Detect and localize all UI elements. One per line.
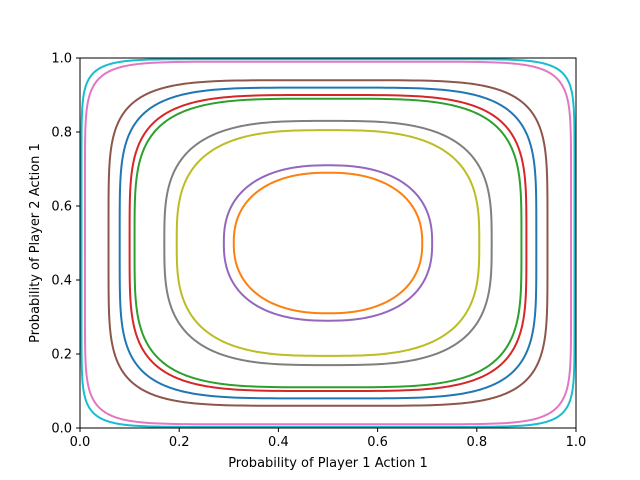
contour-lines bbox=[80, 58, 576, 428]
x-tick-label: 0.8 bbox=[466, 435, 487, 450]
y-tick-label: 0.8 bbox=[51, 126, 72, 141]
y-axis-label: Probability of Player 2 Action 1 bbox=[28, 143, 43, 343]
contour-line-9 bbox=[83, 60, 573, 426]
x-axis-label: Probability of Player 1 Action 1 bbox=[228, 456, 428, 471]
contour-line-4 bbox=[163, 119, 493, 367]
y-tick-label: 0.2 bbox=[51, 348, 72, 363]
plot-frame bbox=[79, 57, 577, 429]
x-axis-ticks: 0.0 0.2 0.4 0.6 0.8 1.0 bbox=[70, 428, 587, 450]
contour-line-2 bbox=[222, 164, 434, 322]
x-tick-label: 0.4 bbox=[268, 435, 289, 450]
contour-line-3 bbox=[175, 129, 481, 357]
y-axis-ticks: 0.0 0.2 0.4 0.6 0.8 1.0 bbox=[51, 52, 80, 437]
x-tick-label: 0.6 bbox=[367, 435, 388, 450]
y-tick-label: 0.0 bbox=[51, 422, 72, 437]
x-tick-label: 0.0 bbox=[70, 435, 91, 450]
x-tick-label: 0.2 bbox=[169, 435, 190, 450]
contour-line-10 bbox=[80, 58, 576, 428]
contour-line-6 bbox=[128, 94, 528, 392]
contour-line-1 bbox=[232, 171, 424, 315]
y-tick-label: 0.4 bbox=[51, 274, 72, 289]
x-tick-label: 1.0 bbox=[566, 435, 587, 450]
contour-line-5 bbox=[133, 97, 523, 389]
y-tick-label: 1.0 bbox=[51, 52, 72, 67]
y-tick-label: 0.6 bbox=[51, 200, 72, 215]
contour-line-8 bbox=[107, 79, 549, 407]
contour-line-7 bbox=[118, 86, 538, 400]
